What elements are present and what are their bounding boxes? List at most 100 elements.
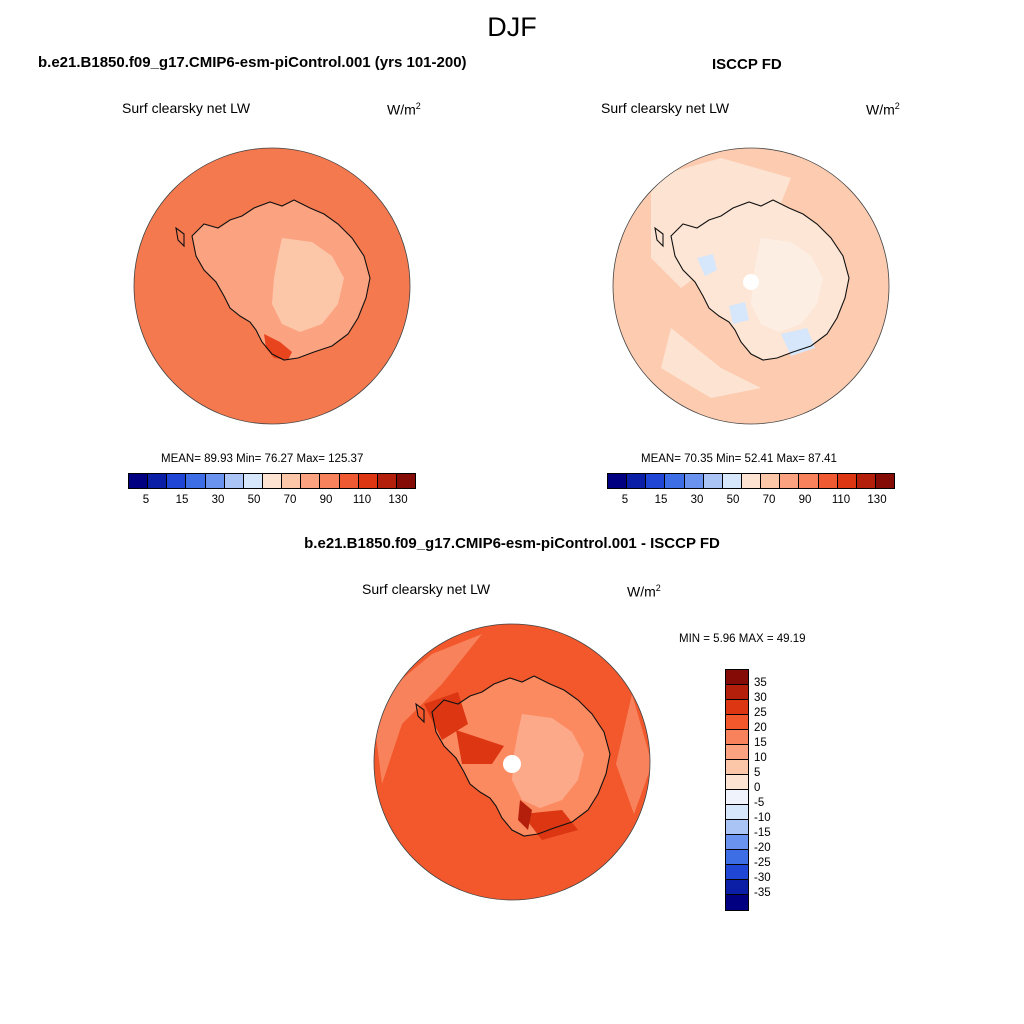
polar-map-obs — [612, 147, 890, 425]
colorbar-swatch — [243, 474, 263, 488]
colorbar-swatch — [726, 805, 748, 820]
colorbar-swatch — [167, 474, 187, 488]
colorbar-tick-label: 5 — [621, 494, 629, 506]
colorbar-swatch — [875, 474, 895, 488]
colorbar-swatch — [726, 760, 748, 775]
colorbar-tick-label: 10 — [754, 752, 767, 764]
colorbar-tick-label: 70 — [762, 494, 776, 506]
colorbar-tick-label: 30 — [690, 494, 704, 506]
colorbar-swatch — [224, 474, 244, 488]
colorbar-tick-label: 50 — [726, 494, 740, 506]
colorbar-swatch — [726, 850, 748, 865]
colorbar-swatch — [186, 474, 206, 488]
colorbar-swatch — [396, 474, 416, 488]
colorbar-obs — [607, 473, 895, 489]
season-title: DJF — [487, 12, 537, 42]
colorbar-ticks-diff: 35 30 25 20 15 10 5 0 -5 -10 -15 -20 -25 -30 -35 — [754, 669, 794, 929]
colorbar-tick-label: 20 — [754, 722, 767, 734]
colorbar-swatch — [703, 474, 723, 488]
variable-label-obs: Surf clearsky net LW — [601, 100, 730, 116]
colorbar-swatch — [684, 474, 704, 488]
colorbar-ticks-obs: 5 15 30 50 70 90 110 130 — [607, 494, 895, 510]
colorbar-swatch — [148, 474, 168, 488]
colorbar-tick-label: 30 — [754, 692, 767, 704]
colorbar-swatch — [301, 474, 321, 488]
colorbar-swatch — [627, 474, 647, 488]
colorbar-swatch — [339, 474, 359, 488]
polar-map-model — [133, 147, 411, 425]
panel-title-diff: b.e21.B1850.f09_g17.CMIP6-esm-piControl.… — [304, 535, 720, 552]
colorbar-swatches-diff — [725, 669, 749, 911]
colorbar-swatch — [741, 474, 762, 488]
colorbar-swatch — [799, 474, 819, 488]
colorbar-tick-label: -30 — [754, 872, 771, 884]
colorbar-swatch — [726, 715, 748, 730]
colorbar-tick-label: 90 — [798, 494, 812, 506]
colorbar-tick-label: 130 — [867, 494, 887, 506]
colorbar-swatch — [726, 865, 748, 880]
colorbar-ticks-model: 5 15 30 50 70 90 110 130 — [128, 494, 416, 510]
colorbar-tick-label: 5 — [142, 494, 150, 506]
units-label-diff: W/m2 — [627, 583, 661, 600]
colorbar-tick-label: 30 — [211, 494, 225, 506]
colorbar-tick-label: 25 — [754, 707, 767, 719]
colorbar-tick-label: 0 — [754, 782, 761, 794]
colorbar-swatch — [205, 474, 225, 488]
colorbar-swatch — [726, 790, 748, 805]
colorbar-swatch — [726, 895, 748, 910]
colorbar-swatch — [726, 745, 748, 760]
panel-title-obs: ISCCP FD — [712, 56, 782, 73]
units-label-obs: W/m2 — [866, 101, 900, 118]
colorbar-swatch — [780, 474, 800, 488]
stats-diff: MIN = 5.96 MAX = 49.19 — [679, 633, 806, 645]
colorbar-swatch — [726, 820, 748, 835]
colorbar-swatch — [837, 474, 857, 488]
colorbar-tick-label: 35 — [754, 677, 767, 689]
colorbar-swatch — [726, 775, 748, 790]
colorbar-model — [128, 473, 416, 489]
colorbar-tick-label: 90 — [319, 494, 333, 506]
colorbar-swatch — [282, 474, 302, 488]
colorbar-tick-label: 5 — [754, 767, 761, 779]
colorbar-tick-label: -25 — [754, 857, 771, 869]
variable-label-model: Surf clearsky net LW — [122, 100, 251, 116]
colorbar-swatch — [726, 670, 748, 685]
colorbar-tick-label: -35 — [754, 887, 771, 899]
colorbar-swatch — [761, 474, 781, 488]
panel-title-model: b.e21.B1850.f09_g17.CMIP6-esm-piControl.… — [38, 54, 467, 71]
colorbar-swatch — [129, 474, 149, 488]
colorbar-tick-label: -5 — [754, 797, 765, 809]
colorbar-diff — [725, 669, 749, 911]
colorbar-swatch — [377, 474, 397, 488]
colorbar-swatch — [358, 474, 378, 488]
stats-obs: MEAN= 70.35 Min= 52.41 Max= 87.41 — [641, 453, 837, 465]
colorbar-swatch — [722, 474, 742, 488]
stats-model: MEAN= 89.93 Min= 76.27 Max= 125.37 — [161, 453, 364, 465]
colorbar-tick-label: 70 — [283, 494, 297, 506]
colorbar-swatch — [726, 700, 748, 715]
colorbar-tick-label: 50 — [247, 494, 261, 506]
colorbar-swatches-model — [128, 473, 416, 489]
colorbar-swatch — [856, 474, 876, 488]
colorbar-swatch — [726, 685, 748, 700]
colorbar-swatch — [262, 474, 283, 488]
colorbar-tick-label: -10 — [754, 812, 771, 824]
colorbar-tick-label: -20 — [754, 842, 771, 854]
colorbar-tick-label: 110 — [831, 494, 851, 506]
colorbar-tick-label: -15 — [754, 827, 771, 839]
colorbar-tick-label: 15 — [654, 494, 668, 506]
colorbar-tick-label: 15 — [754, 737, 767, 749]
variable-label-diff: Surf clearsky net LW — [362, 581, 491, 597]
colorbar-swatches-obs — [607, 473, 895, 489]
colorbar-swatch — [726, 880, 748, 895]
colorbar-swatch — [726, 835, 748, 850]
colorbar-swatch — [726, 730, 748, 745]
colorbar-swatch — [818, 474, 838, 488]
colorbar-swatch — [646, 474, 666, 488]
colorbar-swatch — [608, 474, 628, 488]
polar-map-diff — [373, 623, 651, 901]
units-label-model: W/m2 — [387, 101, 421, 118]
colorbar-tick-label: 130 — [388, 494, 408, 506]
colorbar-tick-label: 15 — [175, 494, 189, 506]
colorbar-swatch — [320, 474, 340, 488]
